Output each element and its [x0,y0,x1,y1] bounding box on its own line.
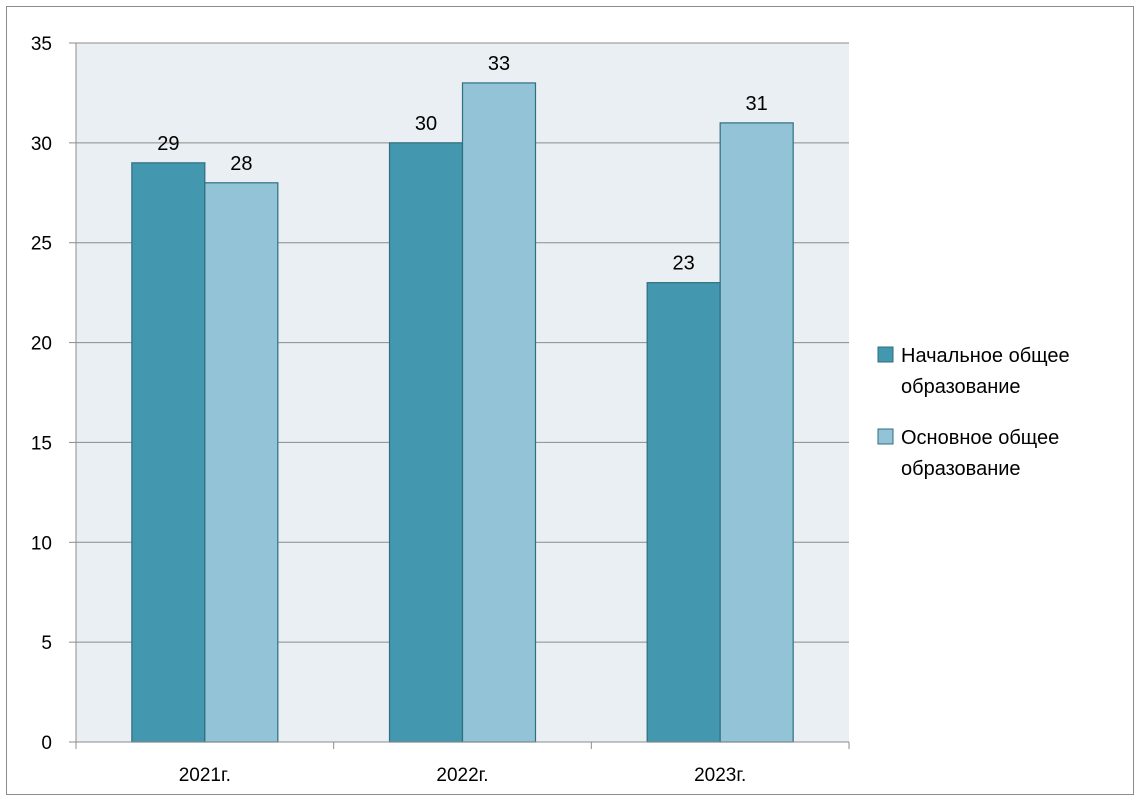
bar [461,82,537,743]
bar [719,122,794,743]
data-label: 33 [488,53,510,75]
y-tick-label: 5 [41,633,52,654]
y-tick-label: 30 [31,134,52,155]
bar [204,182,279,743]
x-tick-label: 2021г. [179,765,231,786]
y-tick-label: 35 [31,34,52,55]
data-label: 30 [415,113,437,135]
legend-swatch [877,346,894,363]
axes: 0 5 10 15 20 25 30 35 2021г. 2022г. 2023г. [31,34,850,786]
y-tick-label: 0 [41,733,52,754]
bars: 29 28 30 33 23 31 [131,53,794,743]
y-tick-label: 25 [31,234,52,255]
legend: Начальное общее образование Основное общее… [877,345,1070,480]
bar [388,142,464,743]
data-label: 28 [230,153,252,175]
data-label: 31 [746,93,768,115]
x-tick-label: 2022г. [436,765,488,786]
y-tick-label: 15 [31,433,52,454]
y-tick-label: 20 [31,334,52,355]
legend-label: Начальное общее образование [901,345,1070,398]
data-label: 23 [673,253,695,275]
x-tick-label: 2023г. [694,765,746,786]
bar [131,162,206,743]
legend-swatch [877,428,894,445]
data-label: 29 [157,133,179,155]
bar [646,282,721,743]
legend-label: Основное общее образование [901,427,1059,480]
y-tick-label: 10 [31,533,52,554]
